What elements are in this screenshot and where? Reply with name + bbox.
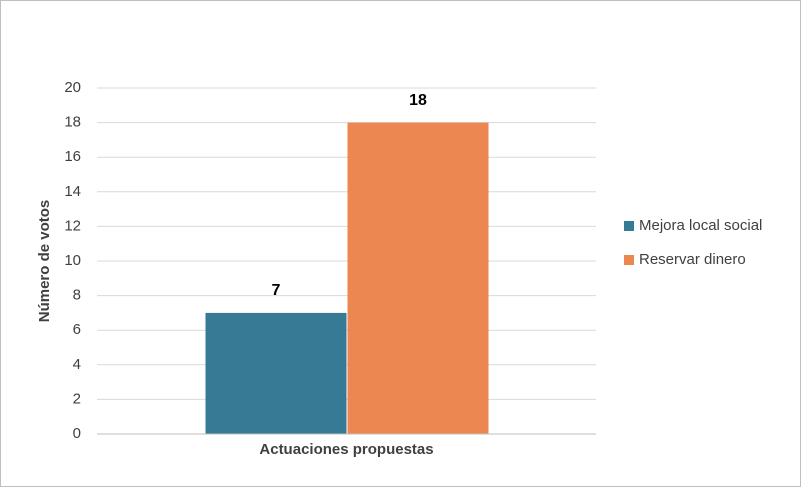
y-tick-label: 16	[64, 148, 81, 165]
y-tick-label: 10	[64, 252, 81, 269]
y-axis-title: Número de votos	[36, 200, 53, 323]
legend-label: Reservar dinero	[639, 251, 746, 268]
bar	[347, 122, 489, 434]
y-tick-label: 0	[73, 425, 81, 442]
legend-swatch	[624, 255, 634, 265]
y-tick-label: 20	[64, 79, 81, 96]
y-tick-label: 6	[73, 321, 81, 338]
y-tick-label: 12	[64, 217, 81, 234]
y-tick-label: 18	[64, 114, 81, 131]
y-tick-label: 14	[64, 183, 81, 200]
y-tick-label: 8	[73, 287, 81, 304]
x-tick-label: Actuaciones propuestas	[259, 441, 433, 458]
bar	[205, 312, 347, 434]
data-label: 18	[409, 92, 427, 109]
legend-label: Mejora local social	[639, 217, 762, 234]
y-tick-label: 2	[73, 390, 81, 407]
y-tick-label: 4	[73, 356, 81, 373]
legend-swatch	[624, 221, 634, 231]
data-label: 7	[272, 282, 281, 299]
